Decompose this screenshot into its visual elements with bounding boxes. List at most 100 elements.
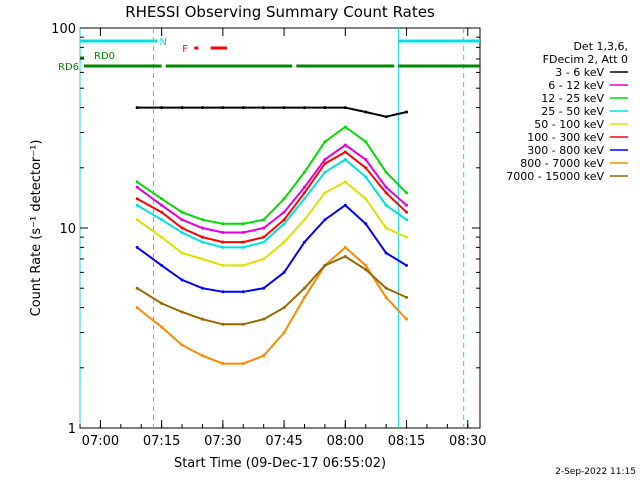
series-0-point-4 bbox=[221, 106, 225, 110]
series-4-point-0 bbox=[135, 218, 139, 222]
series-line-0 bbox=[137, 106, 407, 118]
series-3-point-2 bbox=[180, 230, 184, 234]
series-7-point-8 bbox=[302, 295, 306, 299]
series-4-point-1 bbox=[160, 235, 164, 239]
series-7-point-6 bbox=[262, 354, 266, 358]
series-5-point-12 bbox=[384, 191, 388, 195]
series-line-7 bbox=[136, 246, 408, 365]
series-8-point-8 bbox=[302, 286, 306, 290]
series-1-point-1 bbox=[160, 203, 164, 207]
series-5-point-2 bbox=[180, 226, 184, 230]
x-tick-label-2: 07:30 bbox=[204, 434, 241, 449]
series-group bbox=[135, 106, 409, 366]
series-8-point-7 bbox=[282, 306, 286, 310]
series-6-point-4 bbox=[221, 290, 225, 294]
series-line-5 bbox=[136, 150, 408, 244]
annotation-bars: N RD0 RD6 F bbox=[58, 37, 480, 73]
series-6-point-1 bbox=[160, 263, 164, 267]
series-4-point-5 bbox=[241, 263, 245, 267]
series-6-point-13 bbox=[405, 263, 409, 267]
series-6-point-11 bbox=[364, 222, 368, 226]
series-8-point-10 bbox=[343, 255, 347, 259]
series-5-point-9 bbox=[323, 162, 327, 166]
series-6-point-5 bbox=[241, 290, 245, 294]
x-tick-label-1: 07:15 bbox=[143, 434, 180, 449]
series-8-point-12 bbox=[384, 286, 388, 290]
series-5-point-11 bbox=[364, 166, 368, 170]
series-3-point-13 bbox=[405, 218, 409, 222]
legend-header-1: FDecim 2, Att 0 bbox=[543, 53, 628, 66]
x-tick-label-4: 08:00 bbox=[327, 434, 364, 449]
series-2-point-5 bbox=[241, 222, 245, 226]
series-5-point-1 bbox=[160, 210, 164, 214]
series-6-point-9 bbox=[323, 218, 327, 222]
series-6-point-0 bbox=[135, 245, 139, 249]
series-7-point-13 bbox=[405, 317, 409, 321]
series-5-point-0 bbox=[135, 197, 139, 201]
series-6-point-3 bbox=[200, 286, 204, 290]
series-6-point-8 bbox=[302, 240, 306, 244]
series-7-point-3 bbox=[200, 354, 204, 358]
series-0-point-3 bbox=[200, 106, 204, 110]
series-1-point-0 bbox=[135, 185, 139, 189]
series-3-point-12 bbox=[384, 203, 388, 207]
series-2-point-4 bbox=[221, 222, 225, 226]
series-1-point-4 bbox=[221, 230, 225, 234]
series-line-8 bbox=[136, 255, 407, 326]
series-3-point-1 bbox=[160, 218, 164, 222]
y-tick-label-1: 10 bbox=[59, 222, 76, 237]
x-tick-label-5: 08:15 bbox=[388, 434, 425, 449]
series-0-point-5 bbox=[241, 106, 245, 110]
series-0-point-1 bbox=[160, 106, 164, 110]
series-2-point-12 bbox=[384, 170, 388, 174]
series-4-point-13 bbox=[405, 235, 409, 239]
series-8-point-2 bbox=[180, 310, 184, 314]
series-8-point-4 bbox=[221, 322, 225, 326]
series-1-point-5 bbox=[241, 230, 245, 234]
series-2-point-13 bbox=[405, 191, 409, 195]
x-tick-label-0: 07:00 bbox=[82, 434, 119, 449]
series-1-point-13 bbox=[405, 203, 409, 207]
series-7-point-1 bbox=[160, 325, 164, 329]
series-4-point-10 bbox=[343, 180, 347, 184]
series-2-point-9 bbox=[323, 140, 327, 144]
series-7-point-5 bbox=[241, 362, 245, 366]
series-2-point-11 bbox=[364, 140, 368, 144]
legend-label-7: 800 - 7000 keV bbox=[520, 157, 604, 170]
series-3-point-9 bbox=[323, 170, 327, 174]
series-0-point-10 bbox=[343, 106, 347, 110]
series-8-point-5 bbox=[241, 322, 245, 326]
vertical-markers bbox=[79, 28, 465, 428]
series-4-point-3 bbox=[200, 257, 204, 261]
series-1-point-2 bbox=[180, 218, 184, 222]
legend-label-6: 300 - 800 keV bbox=[527, 144, 604, 157]
series-3-point-0 bbox=[135, 203, 139, 207]
legend-label-2: 12 - 25 keV bbox=[541, 92, 604, 105]
series-3-point-7 bbox=[282, 222, 286, 226]
series-1-point-7 bbox=[282, 210, 286, 214]
series-line-1 bbox=[136, 143, 408, 234]
series-line-2 bbox=[136, 125, 408, 225]
series-3-point-3 bbox=[200, 240, 204, 244]
series-5-point-8 bbox=[302, 191, 306, 195]
series-1-point-10 bbox=[343, 143, 347, 147]
series-3-point-8 bbox=[302, 197, 306, 201]
series-2-point-0 bbox=[135, 180, 139, 184]
series-2-point-1 bbox=[160, 197, 164, 201]
series-6-point-6 bbox=[262, 286, 266, 290]
series-0-point-12 bbox=[384, 115, 388, 119]
series-3-point-4 bbox=[221, 245, 225, 249]
series-0-point-2 bbox=[180, 106, 184, 110]
series-3-point-5 bbox=[241, 245, 245, 249]
x-axis: 07:00 07:15 07:30 07:45 08:00 08:15 08:30 bbox=[79, 28, 486, 449]
series-5-point-13 bbox=[405, 210, 409, 214]
series-0-point-11 bbox=[364, 110, 368, 114]
series-1-point-12 bbox=[384, 185, 388, 189]
series-1-point-8 bbox=[302, 185, 306, 189]
y-axis-label: Count Rate (s⁻¹ detector⁻¹) bbox=[29, 140, 44, 317]
series-6-point-7 bbox=[282, 270, 286, 274]
annotation-label-rd6: RD6 bbox=[58, 62, 79, 73]
series-0-point-0 bbox=[135, 106, 139, 110]
series-7-point-7 bbox=[282, 331, 286, 335]
